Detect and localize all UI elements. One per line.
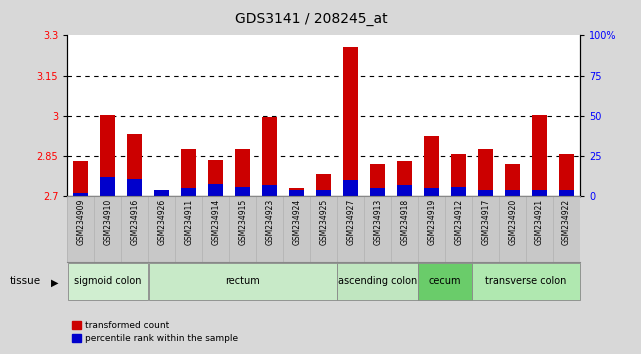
Bar — [235, 149, 250, 196]
Bar — [73, 161, 88, 196]
Bar — [316, 190, 331, 196]
FancyBboxPatch shape — [337, 263, 418, 300]
Bar — [208, 160, 223, 196]
Text: GSM234918: GSM234918 — [400, 199, 409, 245]
Bar — [181, 149, 196, 196]
Text: GSM234912: GSM234912 — [454, 199, 463, 245]
Bar — [262, 185, 277, 196]
Bar — [505, 190, 520, 196]
FancyBboxPatch shape — [149, 263, 337, 300]
Bar — [344, 47, 358, 196]
Bar — [424, 188, 439, 196]
Text: GDS3141 / 208245_at: GDS3141 / 208245_at — [235, 12, 387, 27]
Bar — [397, 185, 412, 196]
Bar — [262, 117, 277, 196]
Bar — [451, 187, 466, 196]
Text: GSM234922: GSM234922 — [562, 199, 571, 245]
Bar — [532, 115, 547, 196]
Text: cecum: cecum — [429, 276, 462, 286]
Text: GSM234920: GSM234920 — [508, 199, 517, 245]
Text: ▶: ▶ — [51, 278, 59, 288]
Text: GSM234909: GSM234909 — [76, 199, 85, 245]
Text: GSM234927: GSM234927 — [346, 199, 355, 245]
Bar — [344, 180, 358, 196]
Bar — [154, 190, 169, 196]
Legend: transformed count, percentile rank within the sample: transformed count, percentile rank withi… — [72, 321, 238, 343]
Text: GSM234919: GSM234919 — [427, 199, 436, 245]
Bar — [451, 154, 466, 196]
Bar — [289, 188, 304, 196]
Text: rectum: rectum — [226, 276, 260, 286]
Text: GSM234924: GSM234924 — [292, 199, 301, 245]
Bar — [289, 190, 304, 196]
FancyBboxPatch shape — [67, 263, 148, 300]
Bar — [316, 175, 331, 196]
Text: GSM234916: GSM234916 — [130, 199, 139, 245]
Text: transverse colon: transverse colon — [485, 276, 567, 286]
Bar — [478, 149, 493, 196]
Bar — [370, 164, 385, 196]
Bar — [101, 177, 115, 196]
Text: GSM234926: GSM234926 — [157, 199, 166, 245]
Bar — [101, 115, 115, 196]
Bar — [370, 188, 385, 196]
Bar — [128, 179, 142, 196]
Bar — [478, 190, 493, 196]
Bar — [397, 161, 412, 196]
FancyBboxPatch shape — [419, 263, 472, 300]
Bar — [559, 190, 574, 196]
Text: sigmoid colon: sigmoid colon — [74, 276, 142, 286]
Text: GSM234914: GSM234914 — [212, 199, 221, 245]
Bar — [154, 191, 169, 196]
Bar — [181, 188, 196, 196]
Bar — [559, 154, 574, 196]
Text: GSM234921: GSM234921 — [535, 199, 544, 245]
Text: GSM234925: GSM234925 — [319, 199, 328, 245]
Text: tissue: tissue — [10, 276, 41, 286]
Bar — [73, 193, 88, 196]
Text: ascending colon: ascending colon — [338, 276, 417, 286]
Bar — [208, 184, 223, 196]
Text: GSM234923: GSM234923 — [265, 199, 274, 245]
Bar — [424, 136, 439, 196]
Text: GSM234911: GSM234911 — [184, 199, 193, 245]
Bar — [128, 134, 142, 196]
Bar — [505, 164, 520, 196]
Text: GSM234917: GSM234917 — [481, 199, 490, 245]
Bar — [235, 187, 250, 196]
Bar — [532, 190, 547, 196]
Text: GSM234915: GSM234915 — [238, 199, 247, 245]
Text: GSM234913: GSM234913 — [373, 199, 382, 245]
Text: GSM234910: GSM234910 — [103, 199, 112, 245]
FancyBboxPatch shape — [472, 263, 580, 300]
